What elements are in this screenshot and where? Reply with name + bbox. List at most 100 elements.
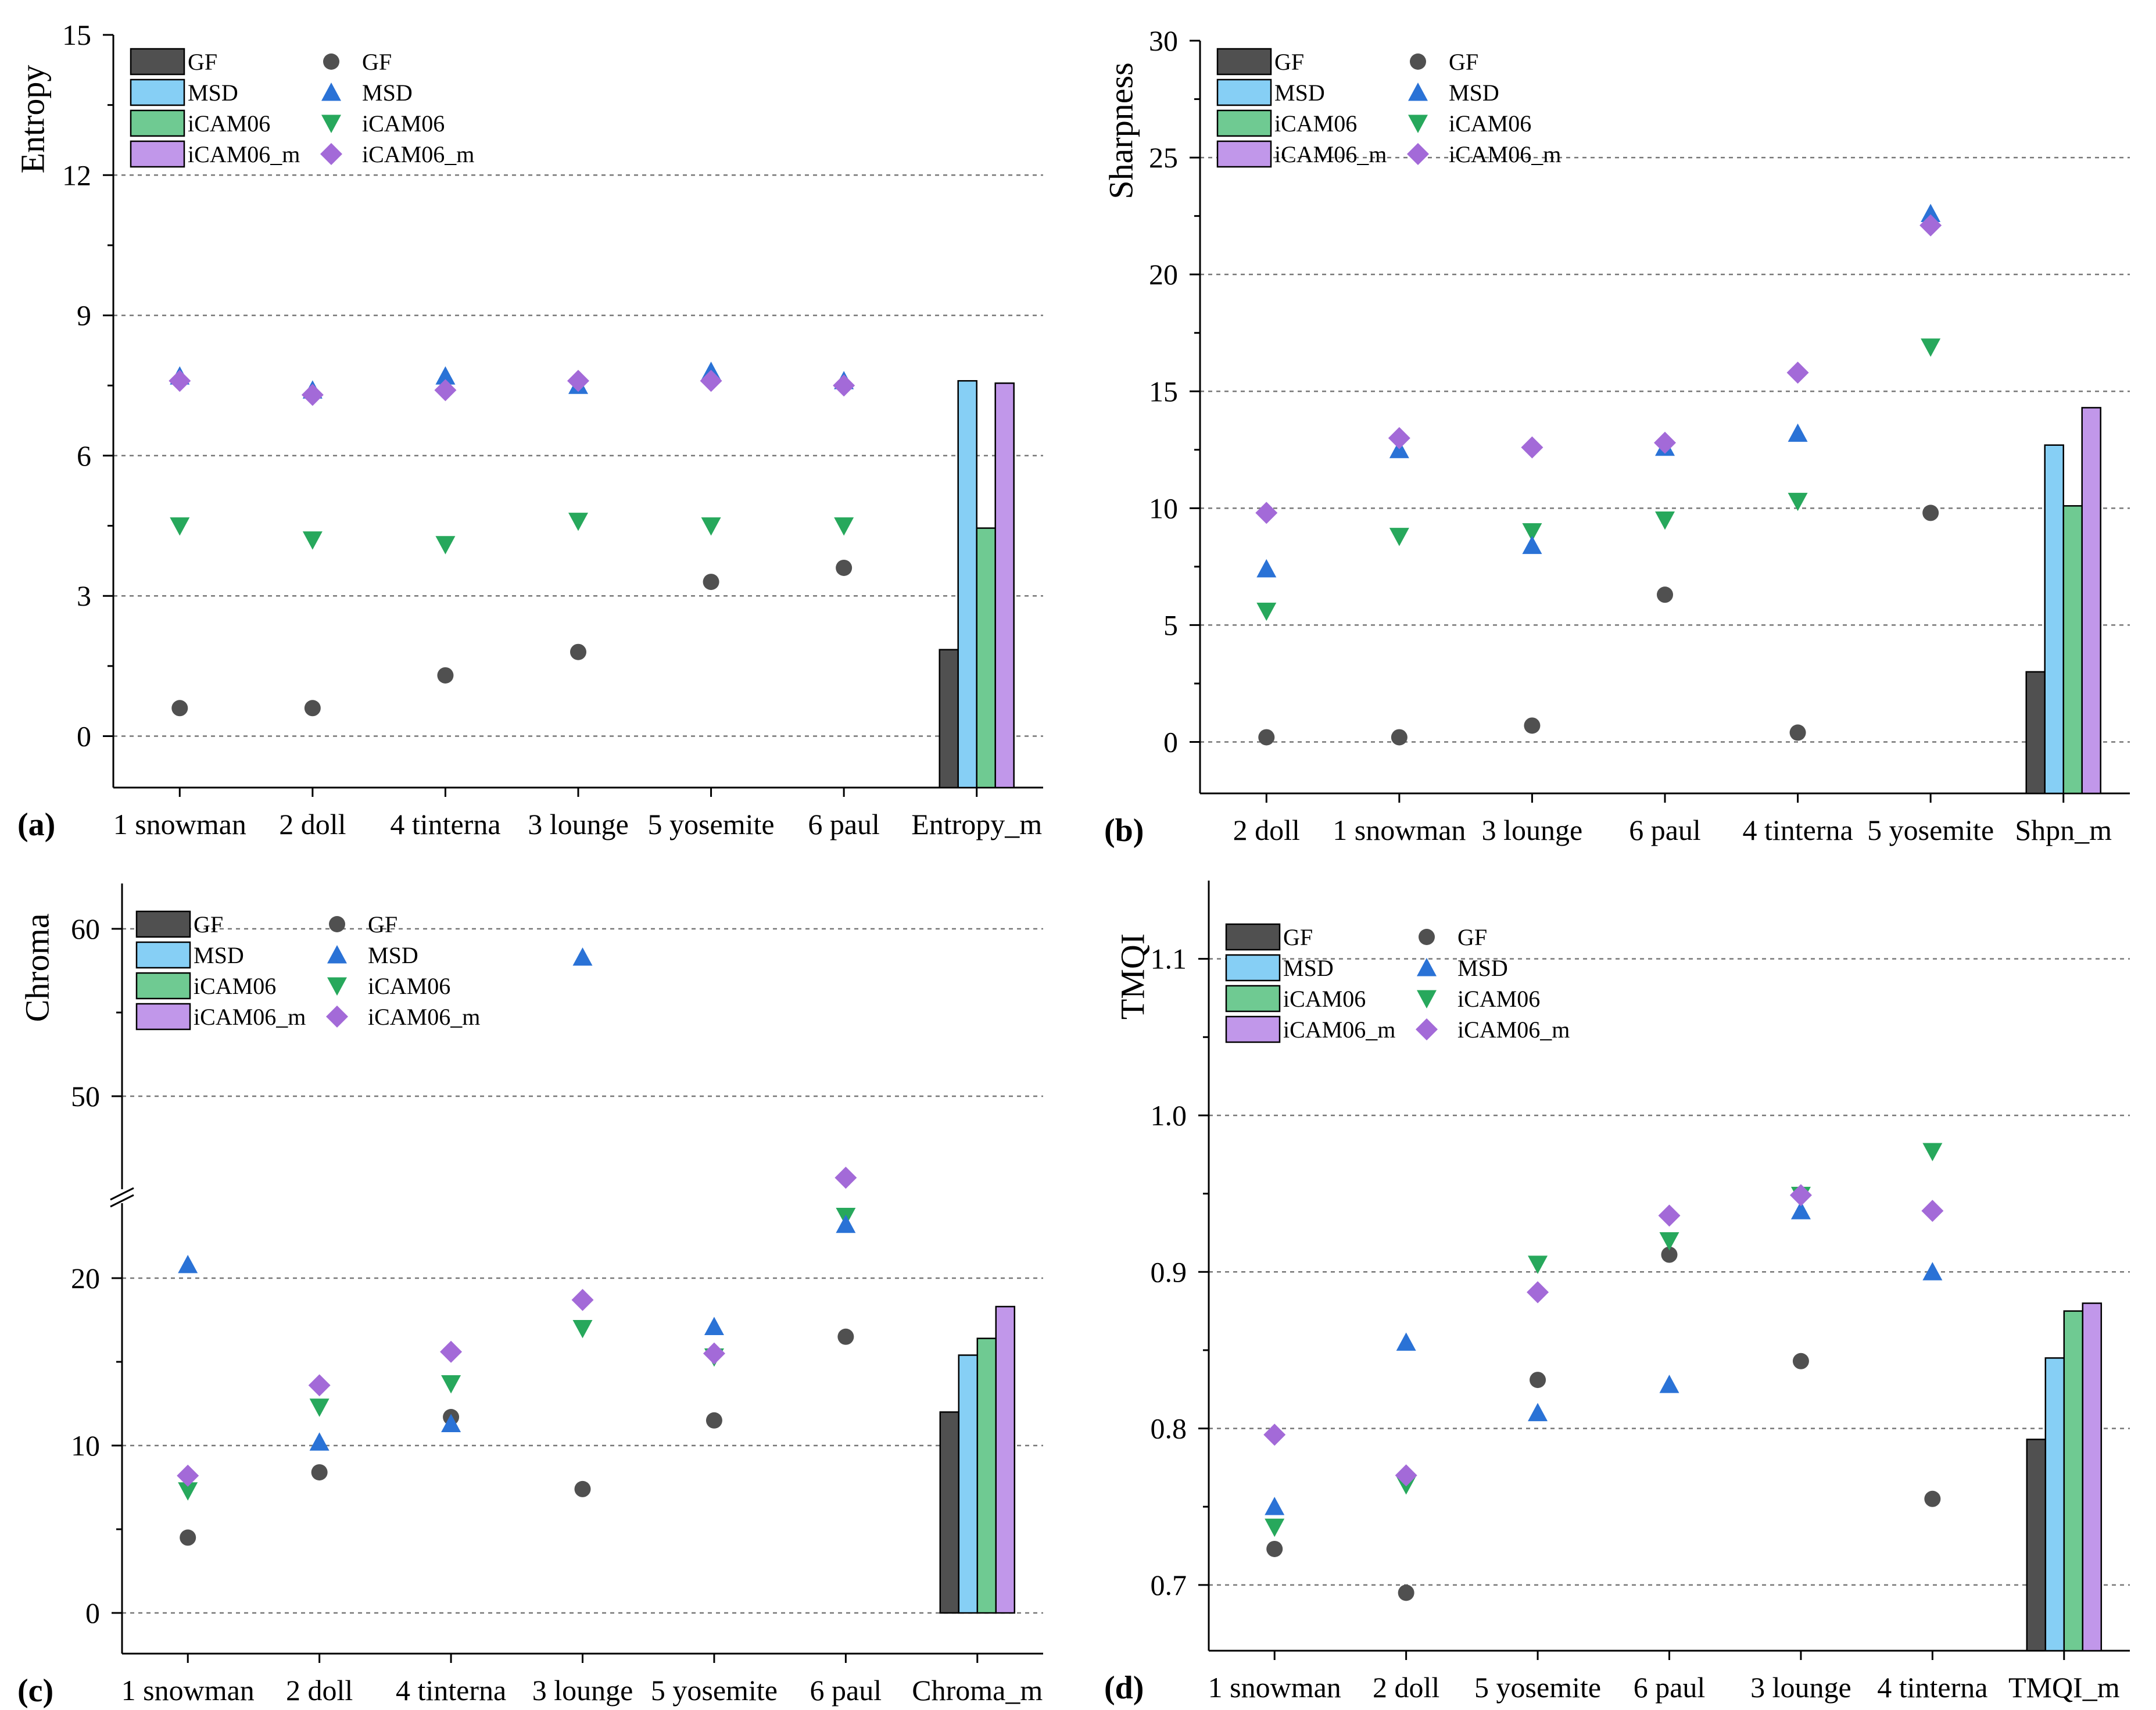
data-point-iCAM06 — [1389, 528, 1409, 546]
legend-swatch-bar-iCAM06_m — [1216, 140, 1272, 168]
data-point-GF — [1789, 724, 1806, 741]
data-point-MSD — [836, 1214, 856, 1233]
legend-label-marker: MSD — [1457, 955, 1508, 981]
mean-bar-GF — [939, 1411, 960, 1614]
data-point-GF — [703, 574, 719, 591]
data-point-MSD — [1256, 559, 1277, 578]
chart-panel-d: 0.7 0.8 0.9 1.0 1.1 1 snowman 2 doll 5 yosemite… — [1104, 881, 2130, 1706]
data-point-GF — [570, 643, 586, 660]
data-point-iCAM06 — [435, 536, 456, 555]
data-point-iCAM06_m — [1527, 1281, 1549, 1304]
data-point-iCAM06_m — [571, 1289, 594, 1311]
mean-bar-GF — [939, 649, 959, 789]
legend: GF GF MSD MSD iCAM06 iCAM06 iCAM06_m iCAM06_m — [130, 48, 474, 168]
x-tick-label: TMQI_m — [2008, 1671, 2120, 1704]
legend-label-bar: iCAM06_m — [1283, 1017, 1395, 1043]
legend-label-bar: iCAM06 — [1274, 110, 1357, 137]
x-tick-label: Chroma_m — [912, 1674, 1043, 1707]
y-tick-label: 15 — [62, 19, 91, 51]
data-point-iCAM06 — [309, 1398, 330, 1417]
data-point-iCAM06_m — [1388, 427, 1410, 449]
x-tick-label: 3 lounge — [532, 1674, 633, 1707]
y-tick-label: 12 — [62, 159, 91, 191]
legend-swatch-bar-GF — [1216, 48, 1272, 76]
chart-panel-b: 0 5 10 15 20 25 30 2 doll 1 snowman 3 lounge 6 pau… — [1102, 24, 2130, 849]
x-tick-label: 5 yosemite — [1474, 1671, 1601, 1704]
legend-label-bar: GF — [1283, 924, 1313, 950]
data-point-iCAM06 — [170, 517, 190, 536]
legend-marker-GF — [323, 53, 339, 70]
data-point-iCAM06 — [1788, 492, 1808, 511]
legend-swatch-bar-iCAM06_m — [130, 140, 185, 168]
mean-bar-iCAM06_m — [995, 1305, 1016, 1614]
legend-marker-MSD — [321, 83, 341, 101]
x-tick-label: 1 snowman — [113, 808, 246, 840]
data-point-GF — [705, 1412, 722, 1429]
y-tick-label: 20 — [71, 1262, 100, 1294]
y-tick-label: 30 — [1149, 24, 1178, 57]
data-point-iCAM06_m — [1263, 1423, 1286, 1446]
panel-label: (a) — [17, 807, 55, 843]
y-tick-label: 1.1 — [1151, 943, 1187, 975]
x-tick-label: 3 lounge — [1482, 814, 1583, 846]
y-tick-label: 0 — [1163, 726, 1178, 759]
mean-bar-GF — [2025, 671, 2046, 795]
legend-marker-iCAM06 — [1417, 990, 1437, 1008]
data-point-iCAM06_m — [1654, 431, 1676, 454]
data-point-GF — [1657, 586, 1673, 603]
mean-bar-GF — [2026, 1439, 2047, 1652]
legend-swatch-bar-GF — [1225, 923, 1281, 951]
legend-marker-iCAM06 — [1408, 115, 1428, 133]
data-point-GF — [1792, 1353, 1809, 1369]
data-point-iCAM06 — [572, 1319, 593, 1339]
data-point-MSD — [1265, 1497, 1285, 1515]
data-point-iCAM06 — [441, 1375, 461, 1394]
y-tick-label: 20 — [1149, 258, 1178, 291]
data-point-iCAM06_m — [434, 379, 457, 402]
data-point-MSD — [1659, 1375, 1679, 1393]
x-tick-label: 5 yosemite — [648, 808, 775, 840]
axis-break-mark — [110, 1187, 134, 1201]
data-point-MSD — [1922, 1262, 1943, 1280]
x-tick-label: Shpn_m — [2015, 814, 2112, 846]
data-point-GF — [1258, 729, 1275, 746]
y-tick-label: 0.7 — [1151, 1569, 1187, 1601]
legend-swatch-bar-MSD — [135, 941, 191, 969]
y-axis-title: Chroma — [18, 914, 56, 1022]
x-tick-label: 1 snowman — [1333, 814, 1466, 846]
legend-swatch-bar-MSD — [1225, 954, 1281, 982]
y-tick-label: 10 — [1149, 492, 1178, 524]
x-tick-label: Entropy_m — [911, 808, 1042, 840]
x-tick-label: 6 paul — [1629, 814, 1701, 846]
data-point-GF — [437, 667, 454, 684]
legend-swatch-bar-iCAM06 — [1216, 109, 1272, 137]
x-tick-label: 1 snowman — [121, 1674, 255, 1707]
x-tick-label: 4 tinterna — [396, 1674, 506, 1707]
legend-marker-GF — [1419, 929, 1435, 945]
legend-label-bar: iCAM06_m — [188, 141, 300, 167]
data-point-MSD — [1528, 1403, 1548, 1422]
data-point-iCAM06_m — [440, 1340, 463, 1363]
y-tick-label: 6 — [77, 439, 91, 472]
data-point-iCAM06 — [1522, 523, 1542, 542]
y-tick-label: 9 — [77, 299, 91, 332]
data-point-iCAM06 — [1922, 1143, 1943, 1161]
legend-label-marker: iCAM06 — [362, 110, 445, 137]
x-tick-label: 2 doll — [1373, 1671, 1439, 1704]
legend-label-marker: MSD — [368, 942, 418, 968]
legend-marker-iCAM06_m — [1407, 143, 1429, 165]
data-point-iCAM06 — [1265, 1518, 1285, 1537]
legend-label-marker: iCAM06_m — [362, 141, 474, 167]
data-point-GF — [1398, 1584, 1414, 1601]
data-point-GF — [1924, 1490, 1941, 1507]
x-tick-label: 5 yosemite — [651, 1674, 778, 1707]
y-tick-label: 0.8 — [1151, 1412, 1187, 1445]
x-tick-label: 5 yosemite — [1867, 814, 1994, 846]
x-tick-label: 1 snowman — [1208, 1671, 1341, 1704]
x-tick-label: 6 paul — [810, 1674, 882, 1707]
data-point-iCAM06_m — [308, 1374, 331, 1397]
axis-break-mark — [110, 1194, 134, 1208]
y-axis-title: Sharpness — [1102, 62, 1140, 199]
data-point-GF — [180, 1529, 196, 1546]
legend-marker-MSD — [1417, 958, 1437, 976]
